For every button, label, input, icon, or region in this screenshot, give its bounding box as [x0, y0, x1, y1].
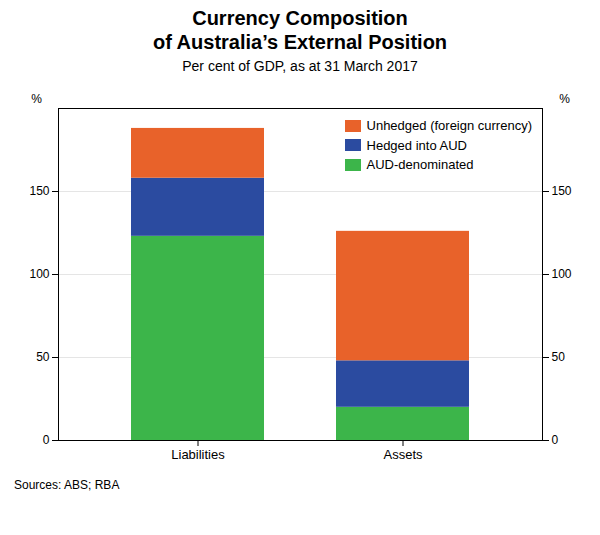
- svg-text:0: 0: [43, 433, 50, 447]
- svg-text:0: 0: [552, 433, 559, 447]
- svg-text:Liabilities: Liabilities: [171, 447, 225, 462]
- html-text:Hedged into AUD: Hedged into AUD: [366, 137, 467, 153]
- svg-text:Assets: Assets: [383, 447, 423, 462]
- html-text:Sources: ABS; RBA: Sources: ABS; RBA: [14, 478, 120, 492]
- svg-text:150: 150: [552, 184, 572, 198]
- svg-text:100: 100: [552, 267, 572, 281]
- svg-text:100: 100: [29, 267, 49, 281]
- html-text:AUD-denominated: AUD-denominated: [366, 157, 474, 172]
- html-text:Per cent of GDP, as at 31 Marc: Per cent of GDP, as at 31 March 2017: [182, 58, 418, 74]
- svg-text:50: 50: [552, 350, 566, 364]
- svg-text:50: 50: [36, 350, 50, 364]
- svg-text:%: %: [559, 92, 570, 106]
- html-text:Currency Composition of Austra: Currency Composition of Australia’s Exte…: [152, 7, 448, 53]
- html-text:Unhedged (foreign currency): Unhedged (foreign currency): [366, 118, 532, 133]
- svg-text:150: 150: [29, 184, 49, 198]
- svg-text:%: %: [31, 92, 42, 106]
